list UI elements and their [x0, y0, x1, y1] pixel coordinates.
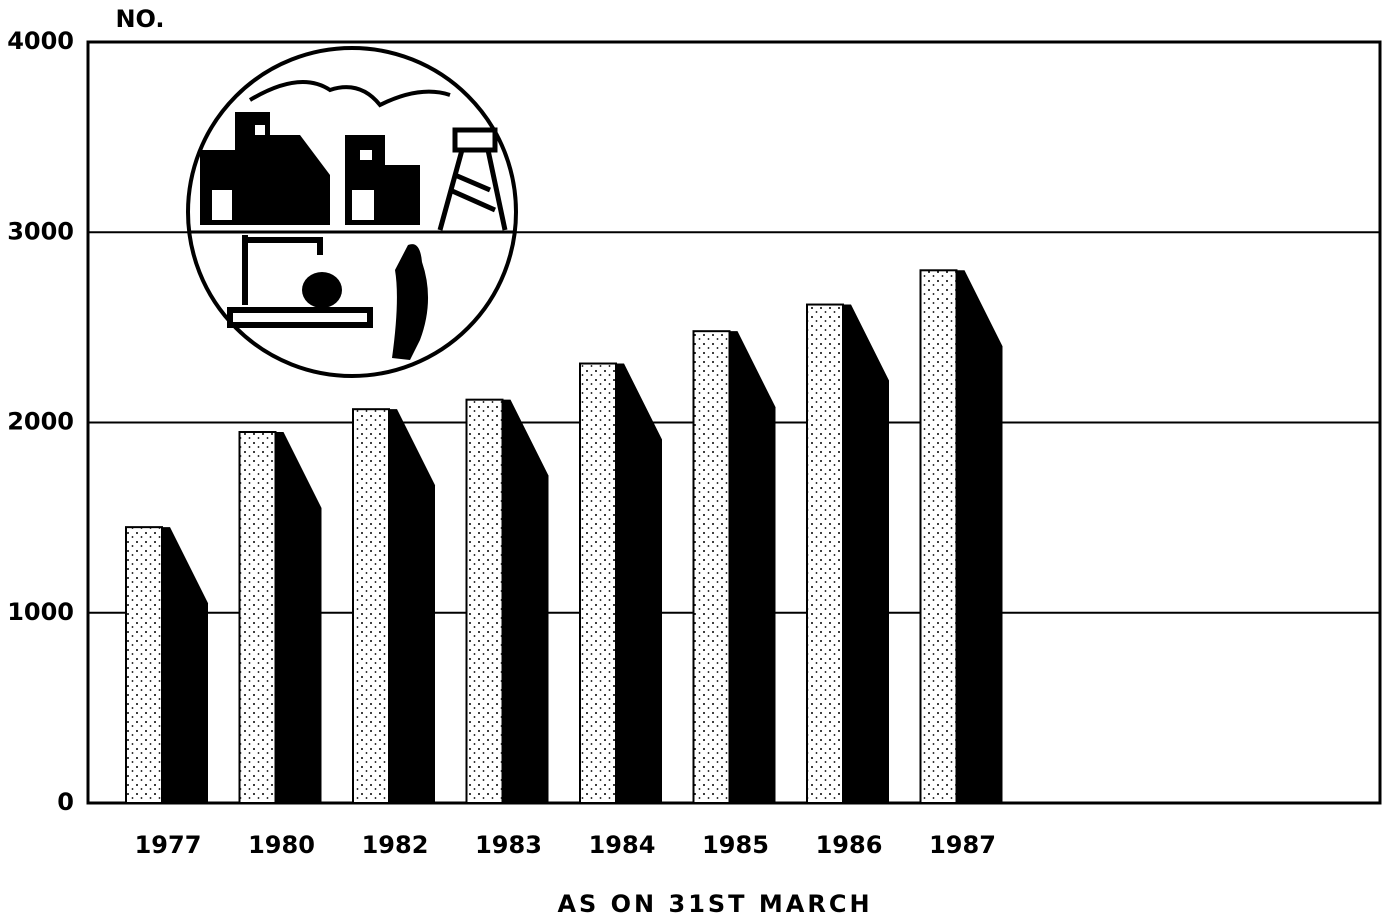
bar	[352, 408, 390, 804]
x-tick-label: 1987	[929, 831, 996, 859]
x-tick-label: 1977	[135, 831, 202, 859]
bar	[692, 330, 731, 804]
bar-side	[162, 527, 208, 803]
x-tick-label: 1980	[248, 831, 315, 859]
bar-side	[275, 432, 322, 803]
emblem-tower	[437, 127, 508, 231]
y-tick-label: 1000	[7, 598, 74, 626]
emblem-pot	[302, 272, 342, 308]
bar-side	[502, 399, 549, 803]
y-tick-label: 2000	[7, 408, 74, 436]
bar	[919, 269, 958, 804]
bar-side	[389, 409, 435, 803]
bar-side	[956, 270, 1003, 803]
bar-side	[843, 304, 889, 803]
emblem	[186, 46, 518, 378]
emblem-trees	[248, 80, 451, 108]
x-tick-label: 1982	[362, 831, 429, 859]
x-axis-label: AS ON 31ST MARCH	[557, 890, 872, 918]
y-tick-label: 0	[57, 788, 74, 816]
x-tick-label: 1986	[816, 831, 883, 859]
x-tick-label: 1983	[475, 831, 542, 859]
x-tick-label: 1984	[589, 831, 656, 859]
bar	[465, 398, 504, 804]
bar	[579, 362, 617, 804]
bar-side	[729, 331, 776, 803]
bar	[806, 303, 844, 804]
bar-side	[616, 363, 662, 803]
bar	[238, 431, 277, 804]
bar	[125, 526, 163, 804]
y-tick-label: 4000	[7, 27, 74, 55]
emblem-woman	[392, 244, 429, 360]
y-axis-label: NO.	[115, 5, 164, 33]
emblem-tap	[227, 235, 373, 328]
y-tick-label: 3000	[7, 217, 74, 245]
emblem-windows	[212, 125, 374, 220]
x-tick-label: 1985	[702, 831, 769, 859]
